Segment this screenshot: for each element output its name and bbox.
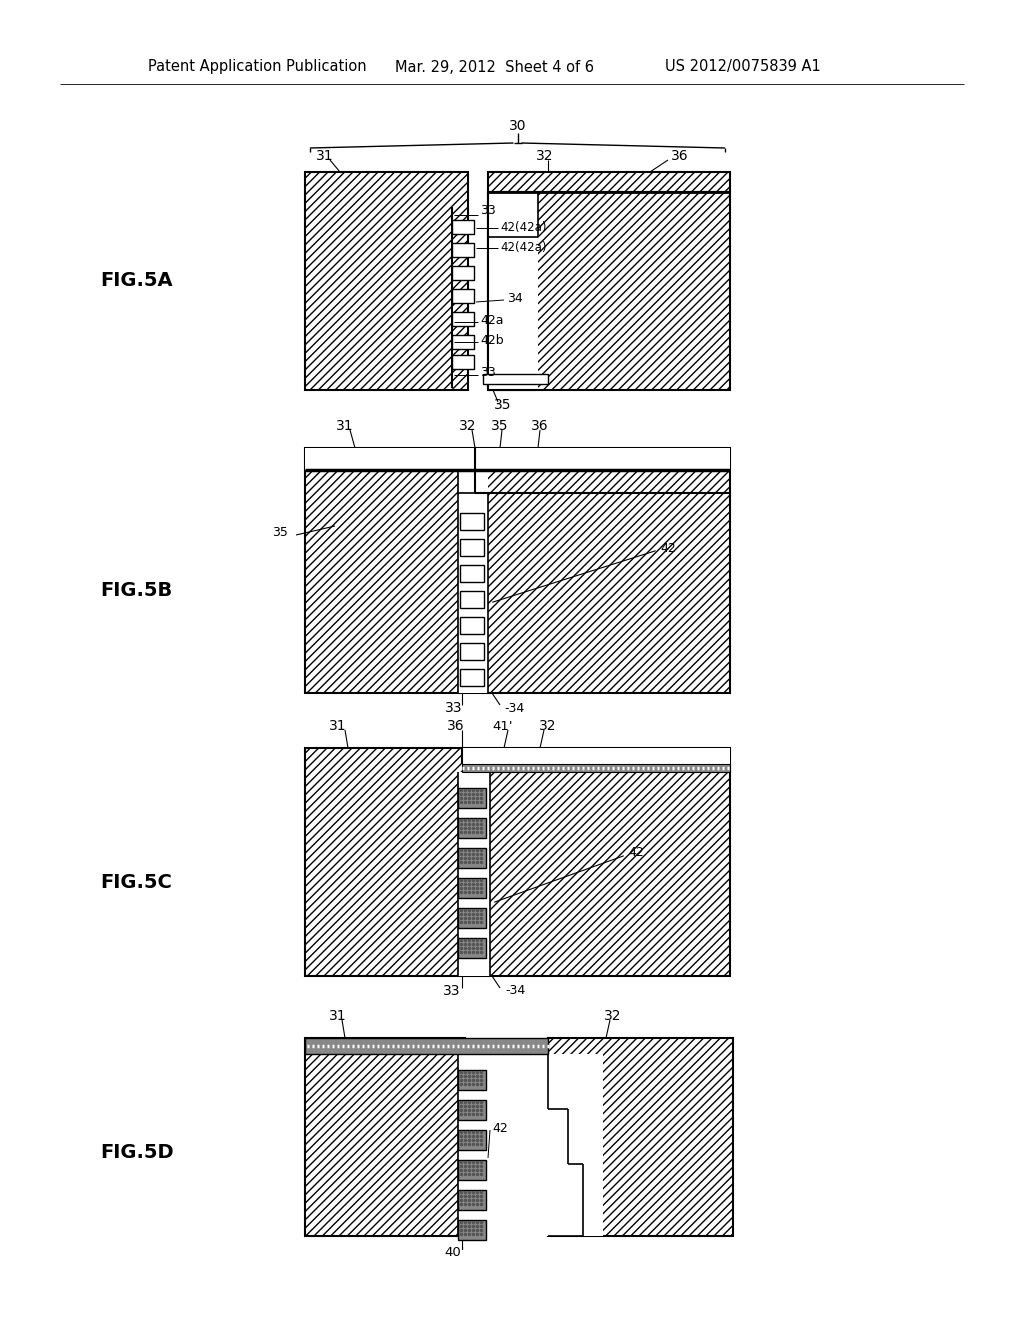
Bar — [305, 1038, 465, 1236]
Bar — [458, 847, 486, 869]
Bar — [452, 289, 474, 304]
Text: 42b: 42b — [480, 334, 504, 346]
Bar — [458, 1220, 486, 1239]
Text: Mar. 29, 2012  Sheet 4 of 6: Mar. 29, 2012 Sheet 4 of 6 — [395, 59, 594, 74]
Text: FIG.5B: FIG.5B — [100, 581, 172, 599]
Text: 33: 33 — [445, 701, 463, 715]
Text: 33: 33 — [480, 367, 496, 380]
Text: Patent Application Publication: Patent Application Publication — [148, 59, 367, 74]
Bar — [305, 447, 730, 470]
Bar — [452, 220, 474, 234]
Text: FIG.5C: FIG.5C — [100, 873, 172, 891]
Bar — [305, 1038, 465, 1053]
Text: 31: 31 — [329, 1008, 347, 1023]
Text: 42: 42 — [660, 541, 676, 554]
Text: 35: 35 — [272, 527, 288, 540]
Bar — [305, 447, 730, 470]
Bar — [462, 748, 730, 764]
Bar — [452, 312, 474, 326]
Bar — [305, 172, 468, 389]
Text: 32: 32 — [459, 418, 477, 433]
Text: 36: 36 — [531, 418, 549, 433]
Text: 35: 35 — [492, 418, 509, 433]
Bar — [460, 513, 484, 531]
Text: 31: 31 — [316, 149, 334, 162]
Bar — [458, 878, 486, 898]
Bar — [460, 643, 484, 660]
Bar — [452, 335, 474, 348]
Bar — [305, 1038, 548, 1053]
Text: 33: 33 — [443, 983, 461, 998]
Bar — [548, 1053, 603, 1236]
Text: 36: 36 — [671, 149, 689, 162]
Text: 31: 31 — [329, 719, 347, 733]
Bar — [458, 1191, 486, 1210]
Text: 42: 42 — [628, 846, 644, 859]
Text: 42: 42 — [492, 1122, 508, 1134]
Bar — [458, 470, 488, 693]
Text: -34: -34 — [505, 985, 525, 998]
Bar — [488, 191, 730, 389]
Bar — [458, 772, 490, 975]
Bar — [460, 591, 484, 609]
Text: 42(42a): 42(42a) — [500, 222, 547, 235]
Bar — [462, 764, 730, 772]
Text: -34: -34 — [504, 701, 524, 714]
Text: 35: 35 — [495, 399, 512, 412]
Bar — [458, 1053, 548, 1236]
Bar — [460, 616, 484, 634]
Bar — [458, 1130, 486, 1150]
Text: 40': 40' — [444, 1246, 465, 1258]
Text: 42(42a): 42(42a) — [500, 242, 547, 255]
Text: 32: 32 — [604, 1008, 622, 1023]
Text: 32: 32 — [537, 149, 554, 162]
Text: US 2012/0075839 A1: US 2012/0075839 A1 — [665, 59, 821, 74]
Bar — [458, 1160, 486, 1180]
Bar — [458, 1071, 486, 1090]
Bar — [305, 447, 730, 693]
Text: FIG.5A: FIG.5A — [100, 272, 173, 290]
Bar — [483, 374, 548, 384]
Text: 36: 36 — [447, 719, 465, 733]
Text: 32: 32 — [540, 719, 557, 733]
Text: FIG.5D: FIG.5D — [100, 1143, 174, 1162]
Bar — [488, 191, 538, 389]
Bar — [452, 355, 474, 370]
Bar — [458, 1100, 486, 1119]
Bar — [460, 539, 484, 556]
Bar — [460, 669, 484, 686]
Bar — [548, 1038, 733, 1236]
Text: 34: 34 — [507, 292, 522, 305]
Bar — [488, 172, 730, 191]
Bar — [460, 565, 484, 582]
Bar — [458, 908, 486, 928]
Bar — [305, 748, 730, 975]
Text: 33: 33 — [480, 203, 496, 216]
Bar — [462, 748, 730, 764]
Bar — [452, 243, 474, 257]
Bar — [452, 267, 474, 280]
Bar — [458, 818, 486, 838]
Text: 31: 31 — [336, 418, 354, 433]
Bar — [305, 1038, 465, 1053]
Bar — [458, 788, 486, 808]
Bar — [458, 939, 486, 958]
Text: 42a: 42a — [480, 314, 504, 326]
Text: 30: 30 — [509, 119, 526, 133]
Text: 41': 41' — [493, 719, 513, 733]
